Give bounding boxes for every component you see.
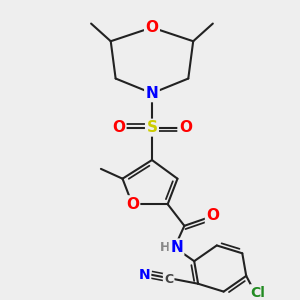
Text: N: N <box>138 268 150 282</box>
Text: S: S <box>146 120 158 135</box>
Text: Cl: Cl <box>250 286 266 300</box>
Text: O: O <box>206 208 219 224</box>
Text: N: N <box>146 86 158 101</box>
Text: O: O <box>112 120 125 135</box>
Text: C: C <box>164 273 173 286</box>
Text: O: O <box>146 20 158 35</box>
Text: O: O <box>179 120 192 135</box>
Text: H: H <box>160 241 170 254</box>
Text: N: N <box>170 240 183 255</box>
Text: O: O <box>126 197 139 212</box>
